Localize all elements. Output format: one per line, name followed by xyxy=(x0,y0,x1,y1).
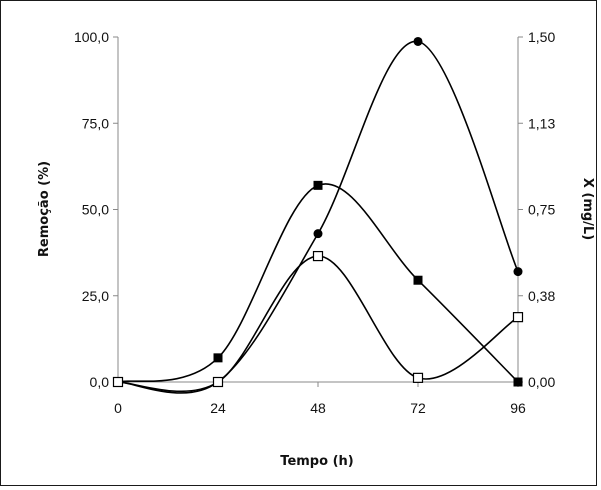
x-tick-label: 48 xyxy=(310,400,326,416)
data-point-circle xyxy=(413,36,423,46)
y2-tick-label: 0,38 xyxy=(528,288,555,304)
data-point-open-square xyxy=(312,250,324,262)
data-point-square xyxy=(213,353,223,363)
series-line-1 xyxy=(117,183,519,383)
data-point-square xyxy=(313,180,323,190)
y-tick-label: 100,0 xyxy=(74,29,109,45)
y-tick-label: 50,0 xyxy=(82,202,109,218)
series-line-3 xyxy=(117,255,519,393)
y2-tick-label: 0,75 xyxy=(528,202,555,218)
axes xyxy=(117,37,519,383)
data-point-circle xyxy=(313,229,323,239)
y-tick-label: 25,0 xyxy=(82,288,109,304)
data-point-open-square xyxy=(212,376,224,388)
x-tick-label: 96 xyxy=(510,400,526,416)
data-point-square xyxy=(513,377,523,387)
y-axis-title: Remoção (%) xyxy=(37,161,52,257)
y2-tick-label: 1,50 xyxy=(528,29,555,45)
x-axis-title: Tempo (h) xyxy=(280,454,353,469)
data-point-open-square xyxy=(512,312,524,323)
series-line-2 xyxy=(117,40,519,394)
ticks: 0,0 25,0 50,0 75,0 100,0 0,00 0,38 0,75 1,13 1,50… xyxy=(74,29,556,416)
x-tick-label: 24 xyxy=(210,400,226,416)
series-layer xyxy=(112,36,524,394)
data-point-circle xyxy=(513,267,523,277)
y-tick-label: 75,0 xyxy=(82,115,109,131)
y2-tick-label: 1,13 xyxy=(528,115,555,131)
x-tick-label: 72 xyxy=(410,400,426,416)
data-point-open-square xyxy=(112,376,124,388)
y2-tick-label: 0,00 xyxy=(528,374,555,390)
data-point-open-square xyxy=(412,372,424,383)
y2-axis-title: X (mg/L) xyxy=(580,178,595,240)
x-tick-label: 0 xyxy=(114,400,122,416)
data-point-square xyxy=(413,275,423,285)
y-tick-label: 0,0 xyxy=(90,374,110,390)
